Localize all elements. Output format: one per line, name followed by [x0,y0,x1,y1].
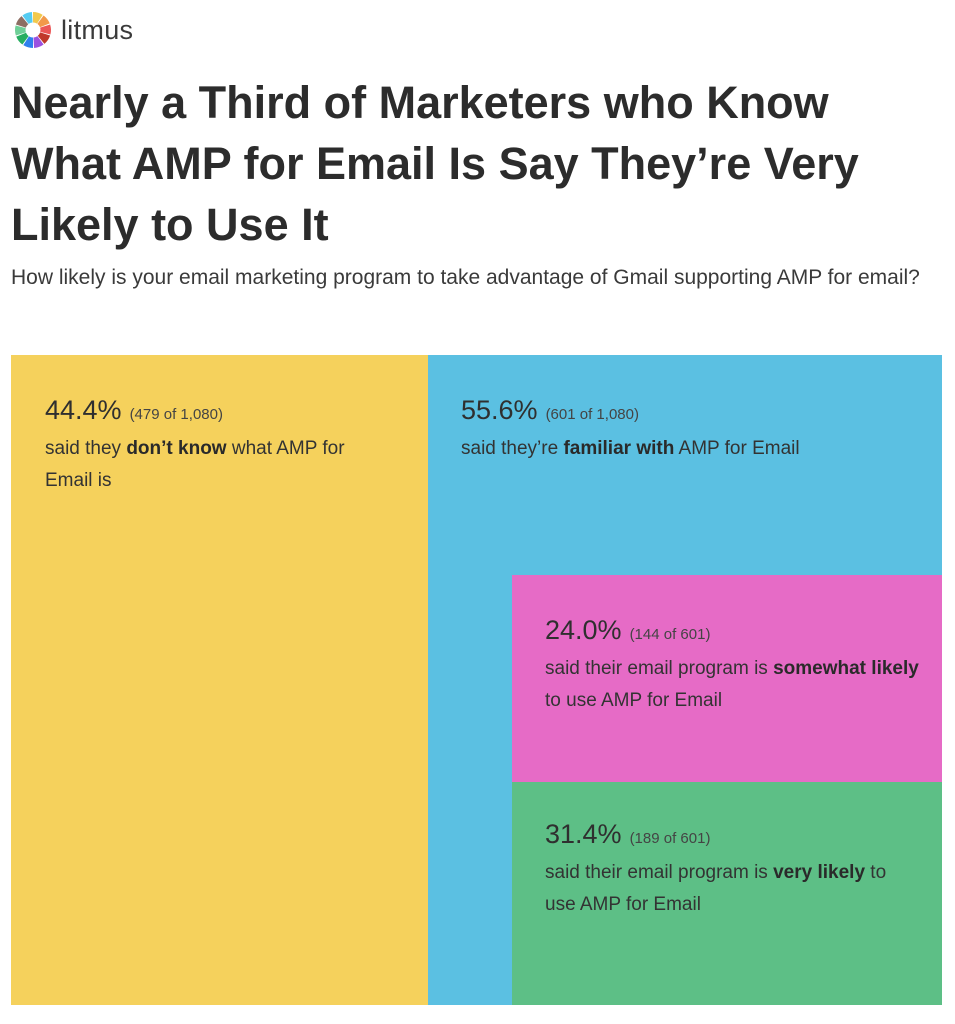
logo-segment [16,32,29,45]
logo-segment [22,12,33,24]
logo-segment [37,15,50,28]
cell-label-familiar: 55.6% (601 of 1,080) said they’re familia… [461,393,921,465]
percent-label: 24.0% [545,615,622,645]
logo-wordmark: litmus [61,14,134,45]
treemap-cell-dont-know: 44.4% (479 of 1,080) said they don’t know… [11,355,428,1005]
cell-label-dont-know: 44.4% (479 of 1,080) said they don’t know… [45,393,385,497]
count-label: (479 of 1,080) [129,406,223,423]
percent-label: 31.4% [545,819,622,849]
description: said their email program is very likely … [545,862,887,915]
cell-label-somewhat-likely: 24.0% (144 of 601) said their email progr… [545,613,925,717]
logo-segment [23,36,33,48]
percent-label: 55.6% [461,395,538,425]
litmus-logo: litmus [14,8,133,52]
litmus-wheel-icon [15,12,51,48]
logo-segment [33,12,43,24]
description: said they’re familiar with AMP for Email [461,438,800,459]
page-title: Nearly a Third of Marketers who Know Wha… [11,77,859,250]
count-label: (189 of 601) [629,830,711,847]
description: said their email program is somewhat lik… [545,658,919,711]
page-subtitle: How likely is your email marketing progr… [11,266,920,289]
count-label: (601 of 1,080) [545,406,639,423]
count-label: (144 of 601) [629,626,711,643]
treemap-chart: 44.4% (479 of 1,080) said they don’t know… [11,355,942,1005]
logo-segment [33,36,44,48]
logo-segment [15,16,29,28]
cell-label-very-likely: 31.4% (189 of 601) said their email progr… [545,817,915,921]
percent-label: 44.4% [45,395,122,425]
logo-segment [15,25,26,36]
logo-segment [37,32,51,44]
description: said they don’t know what AMP for Email … [45,438,345,491]
treemap-cell-somewhat-likely: 24.0% (144 of 601) said their email progr… [512,575,942,782]
logo-segment [40,24,51,35]
treemap-cell-very-likely: 31.4% (189 of 601) said their email progr… [512,782,942,1005]
